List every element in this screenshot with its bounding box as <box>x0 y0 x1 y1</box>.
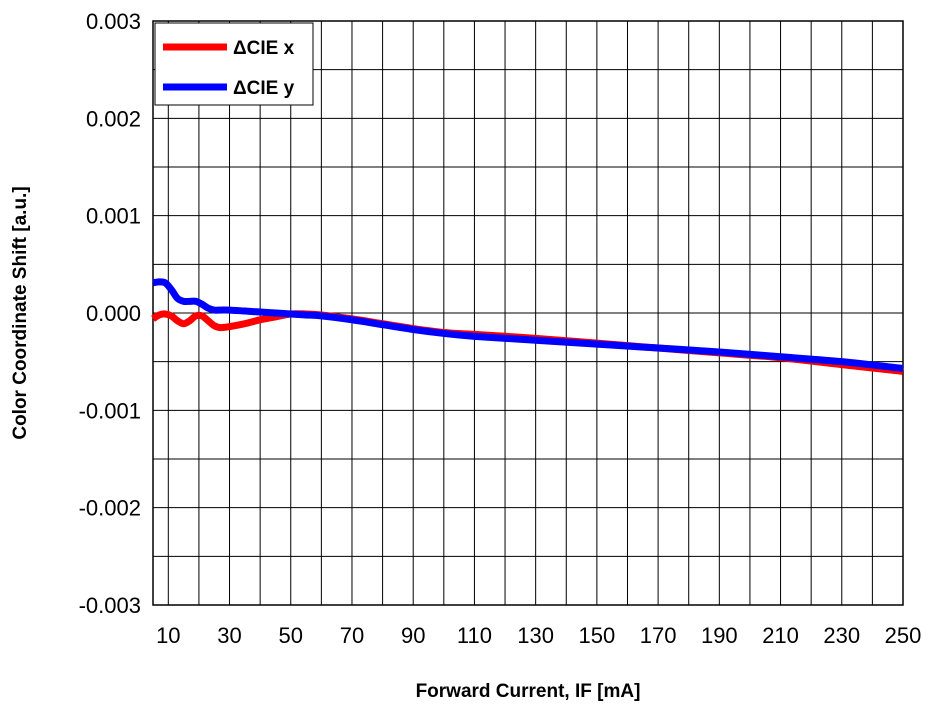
y-axis-title: Color Coordinate Shift [a.u.] <box>10 186 31 439</box>
x-tick-label: 210 <box>762 623 799 648</box>
plot-area-border <box>152 20 904 606</box>
legend: ΔCIE x ΔCIE y <box>154 22 314 106</box>
x-tick-label: 150 <box>579 623 616 648</box>
x-tick-label: 230 <box>823 623 860 648</box>
y-tick-label: 0.000 <box>86 301 141 326</box>
series-line-delta-cie-y <box>152 278 904 372</box>
legend-label: ΔCIE x <box>233 38 295 59</box>
x-tick-label: 30 <box>217 623 241 648</box>
legend-label: ΔCIE y <box>233 78 295 99</box>
y-axis-tick-labels: 0.003 0.002 0.001 0.000 -0.001 -0.002 -0.003 <box>79 9 141 618</box>
x-tick-label: 250 <box>885 623 922 648</box>
y-tick-label: -0.003 <box>79 593 141 618</box>
x-tick-label: 130 <box>517 623 554 648</box>
x-axis-title: Forward Current, IF [mA] <box>416 681 641 702</box>
y-tick-label: 0.003 <box>86 9 141 34</box>
y-tick-label: 0.002 <box>86 106 141 131</box>
x-tick-label: 170 <box>640 623 677 648</box>
y-tick-label: -0.001 <box>79 398 141 423</box>
series-layer <box>151 278 904 375</box>
x-tick-label: 110 <box>457 623 492 648</box>
grid <box>153 21 903 605</box>
x-axis-tick-labels: 10 30 50 70 90 110 130 150 170 190 210 230 250 <box>156 623 921 648</box>
x-tick-label: 90 <box>401 623 425 648</box>
x-tick-label: 190 <box>701 623 738 648</box>
y-tick-label: -0.002 <box>79 496 141 521</box>
x-tick-label: 10 <box>156 623 180 648</box>
y-tick-label: 0.001 <box>86 204 141 229</box>
legend-box <box>154 22 314 106</box>
x-tick-label: 50 <box>279 623 303 648</box>
x-tick-label: 70 <box>340 623 364 648</box>
